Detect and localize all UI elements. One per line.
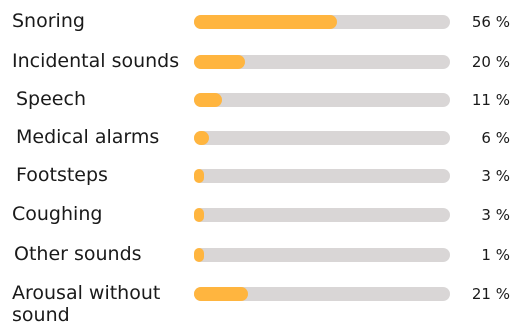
category-label: Medical alarms xyxy=(16,126,160,148)
category-label: Coughing xyxy=(12,203,103,225)
category-label: Arousal without sound xyxy=(12,282,161,326)
value-label: 21 % xyxy=(471,285,510,303)
bar-track xyxy=(194,131,450,145)
category-label: Footsteps xyxy=(16,164,108,186)
category-label: Speech xyxy=(16,88,86,110)
value-label: 3 % xyxy=(481,167,510,185)
bar-track xyxy=(194,169,450,183)
category-label: Snoring xyxy=(12,10,85,32)
bar-fill xyxy=(194,55,246,69)
value-label: 56 % xyxy=(471,13,510,31)
bar-track xyxy=(194,287,450,301)
bar-fill xyxy=(194,248,204,262)
bar-track xyxy=(194,55,450,69)
bar-track xyxy=(194,15,450,29)
bar-track xyxy=(194,208,450,222)
bar-fill xyxy=(194,208,204,222)
bar-fill xyxy=(194,287,248,301)
value-label: 20 % xyxy=(471,53,510,71)
bar-fill xyxy=(194,93,223,107)
bar-fill xyxy=(194,131,210,145)
bar-fill xyxy=(194,15,338,29)
value-label: 6 % xyxy=(481,129,510,147)
category-label: Other sounds xyxy=(14,243,142,265)
value-label: 11 % xyxy=(471,91,510,109)
value-label: 1 % xyxy=(481,246,510,264)
bar-fill xyxy=(194,169,204,183)
category-label: Incidental sounds xyxy=(12,50,180,72)
value-label: 3 % xyxy=(481,206,510,224)
bar-track xyxy=(194,93,450,107)
bar-track xyxy=(194,248,450,262)
